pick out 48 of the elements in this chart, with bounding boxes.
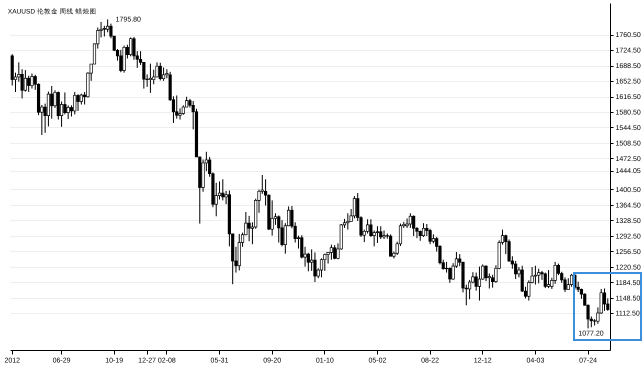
candlestick	[544, 272, 547, 289]
candlestick	[238, 233, 241, 271]
candlestick	[412, 214, 416, 237]
candlestick	[66, 104, 70, 120]
candlestick	[102, 25, 106, 38]
candlestick	[106, 18, 110, 33]
candlestick	[27, 75, 30, 93]
candlestick	[221, 178, 224, 201]
candlestick	[405, 218, 409, 228]
candlestick	[389, 234, 392, 257]
candlestick	[376, 226, 380, 244]
candlestick	[122, 45, 126, 74]
candlestick	[175, 94, 178, 120]
candlestick	[162, 67, 166, 82]
candlestick	[119, 49, 122, 73]
candlestick	[30, 73, 34, 90]
candlestick	[148, 63, 152, 94]
candlestick	[352, 196, 356, 219]
candlestick	[24, 70, 27, 92]
candlestick	[566, 278, 570, 290]
candlestick	[333, 244, 336, 260]
candlestick	[408, 212, 412, 228]
candlestick	[602, 288, 606, 312]
candlestick	[537, 268, 540, 284]
candlestick	[320, 258, 324, 278]
candlestick	[248, 215, 251, 242]
candlestick	[432, 234, 435, 244]
candlestick	[330, 244, 333, 260]
candlestick	[182, 104, 185, 116]
candlestick	[76, 94, 80, 112]
candlestick	[50, 85, 54, 120]
candlestick	[428, 228, 432, 245]
candlestick	[418, 230, 422, 242]
candlestick	[379, 226, 382, 240]
candlestick	[514, 260, 518, 280]
candlestick	[129, 36, 132, 57]
candlestick	[346, 212, 350, 230]
candlestick	[73, 92, 76, 115]
candlestick	[178, 108, 182, 120]
candlestick	[277, 214, 280, 244]
candlestick	[280, 220, 284, 247]
candlestick	[313, 252, 317, 283]
candlestick	[478, 266, 482, 302]
candlestick	[570, 273, 574, 288]
candlestick	[422, 222, 426, 238]
candlestick	[158, 62, 162, 81]
candlestick	[534, 265, 537, 286]
candlestick	[63, 92, 66, 115]
